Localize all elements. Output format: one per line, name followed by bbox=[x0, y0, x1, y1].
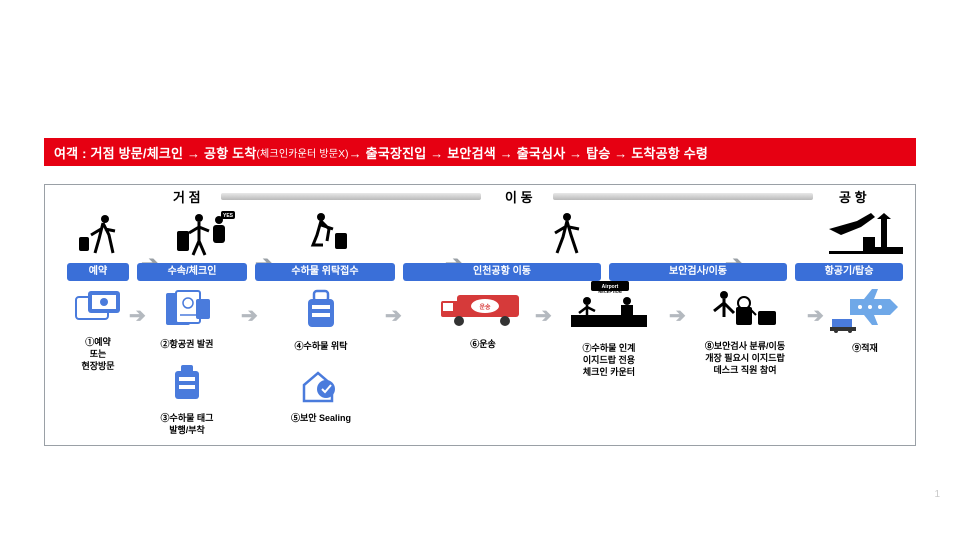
step-9: ⑨적재 bbox=[825, 289, 905, 354]
step-1: ①예약또는현장방문 bbox=[67, 289, 129, 372]
banner-paren: (체크인카운터 방문X) bbox=[257, 145, 349, 160]
section-label-hub: 거 점 bbox=[173, 187, 201, 206]
section-bar-1 bbox=[221, 193, 481, 200]
arrow-icon: ➔ bbox=[241, 303, 258, 328]
seal-icon bbox=[298, 363, 344, 408]
step-2-caption: ②항공권 발권 bbox=[145, 338, 229, 350]
inspect-icon bbox=[710, 289, 780, 336]
section-row: 거 점 이 동 공 항 bbox=[45, 185, 915, 207]
flow-diagram: 거 점 이 동 공 항 ➔ YES ➔ ➔ ➔ 예약 수속/체크인 수하물 위탁… bbox=[44, 184, 916, 446]
banner-suffix: → 출국장진입 → 보안검색 → 출국심사 → 탑승 → 도착공항 수령 bbox=[349, 143, 708, 162]
step-6: 운송 ⑥운송 bbox=[433, 289, 533, 350]
stage-row: 예약 수속/체크인 수하물 위탁접수 인천공항 이동 보안검사/이동 항공기/탑… bbox=[45, 263, 915, 283]
step-8-caption: ⑧보안검사 분류/이동개장 필요시 이지드랍데스크 직원 참여 bbox=[685, 340, 805, 376]
banner-prefix: 여객 : 거점 방문/체크인 → 공항 도착 bbox=[54, 143, 257, 162]
process-banner: 여객 : 거점 방문/체크인 → 공항 도착 (체크인카운터 방문X) → 출국… bbox=[44, 138, 916, 166]
stage-checkin: 수속/체크인 bbox=[137, 263, 247, 281]
ticket-icon bbox=[74, 289, 122, 332]
arrow-icon: ➔ bbox=[129, 303, 146, 328]
walker-bag-icon bbox=[77, 213, 127, 262]
step-7: AirportRECEPTION ⑦수하물 인계이지드랍 전용체크인 카운터 bbox=[549, 281, 669, 378]
load-plane-icon bbox=[830, 289, 900, 338]
arrow-icon: ➔ bbox=[669, 303, 686, 328]
section-label-move: 이 동 bbox=[505, 187, 533, 206]
reception-icon: AirportRECEPTION bbox=[571, 281, 647, 338]
detail-row: ➔ ➔ ➔ ➔ ➔ ➔ ①예약또는현장방문 ②항공권 발권 ③수하물 태그발행/… bbox=[45, 289, 915, 439]
arrow-icon: ➔ bbox=[807, 303, 824, 328]
stage-security: 보안검사/이동 bbox=[609, 263, 787, 281]
stage-board: 항공기/탑승 bbox=[795, 263, 903, 281]
step-1-caption: ①예약또는현장방문 bbox=[67, 336, 129, 372]
passport-icon bbox=[162, 289, 212, 334]
svg-text:운송: 운송 bbox=[479, 303, 491, 311]
step-6-caption: ⑥운송 bbox=[433, 338, 533, 350]
airport-departure-icon bbox=[827, 211, 905, 262]
page-number: 1 bbox=[934, 489, 940, 500]
kneel-bag-icon bbox=[303, 211, 353, 260]
checkin-people-icon: YES bbox=[177, 211, 237, 262]
step-7-caption: ⑦수하물 인계이지드랍 전용체크인 카운터 bbox=[549, 342, 669, 378]
section-bar-2 bbox=[553, 193, 813, 200]
step-3-caption: ③수하물 태그발행/부착 bbox=[145, 412, 229, 436]
top-icon-row: ➔ YES ➔ ➔ ➔ bbox=[45, 211, 915, 259]
bag-tag-icon bbox=[165, 363, 209, 408]
step-4: ④수하물 위탁 bbox=[279, 289, 363, 352]
step-4-caption: ④수하물 위탁 bbox=[279, 340, 363, 352]
step-8: ⑧보안검사 분류/이동개장 필요시 이지드랍데스크 직원 참여 bbox=[685, 289, 805, 376]
step-9-caption: ⑨적재 bbox=[825, 342, 905, 354]
walker-icon bbox=[547, 211, 587, 260]
truck-icon: 운송 bbox=[439, 289, 527, 334]
step-5: ⑤보안 Sealing bbox=[279, 363, 363, 424]
stage-transfer: 인천공항 이동 bbox=[403, 263, 601, 281]
svg-text:RECEPTION: RECEPTION bbox=[598, 289, 621, 294]
bag-icon bbox=[300, 289, 342, 336]
section-label-airport: 공 항 bbox=[839, 187, 867, 206]
arrow-icon: ➔ bbox=[385, 303, 402, 328]
svg-text:YES: YES bbox=[223, 213, 234, 219]
step-3: ③수하물 태그발행/부착 bbox=[145, 363, 229, 436]
step-5-caption: ⑤보안 Sealing bbox=[279, 412, 363, 424]
stage-reserve: 예약 bbox=[67, 263, 129, 281]
step-2: ②항공권 발권 bbox=[145, 289, 229, 350]
stage-baggage: 수하물 위탁접수 bbox=[255, 263, 395, 281]
